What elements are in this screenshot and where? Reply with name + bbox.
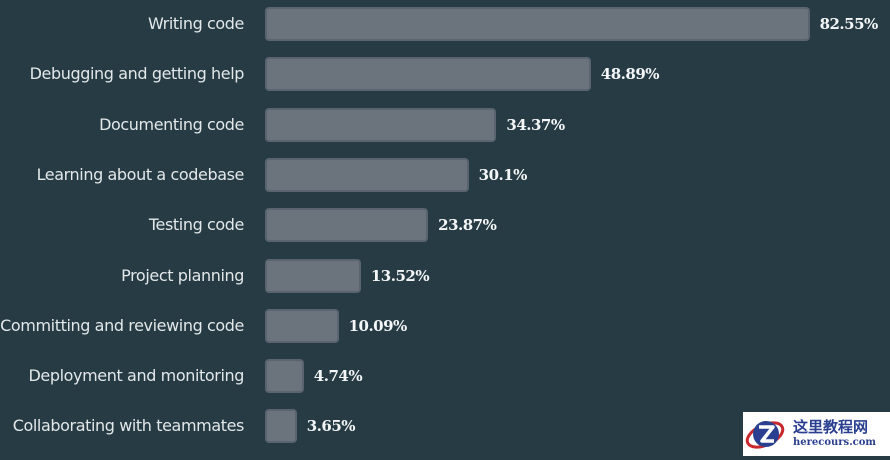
- category-label: Writing code: [147, 14, 244, 33]
- value-label: 3.65%: [306, 417, 356, 436]
- bar: [265, 7, 810, 41]
- bar: [265, 258, 361, 293]
- category-label: Deployment and monitoring: [28, 366, 245, 386]
- category-label: Documenting code: [99, 114, 244, 134]
- value-label: 82.55%: [819, 15, 879, 33]
- category-label: Project planning: [121, 265, 244, 285]
- watermark: 这里教程网 herecours.com: [743, 412, 890, 456]
- category-label: Learning about a codebase: [36, 164, 245, 184]
- value-label: 30.1%: [478, 165, 528, 184]
- z-logo-icon: [743, 412, 787, 456]
- watermark-subtitle: herecours.com: [793, 437, 877, 448]
- value-label: 13.52%: [370, 266, 430, 285]
- value-label: 48.89%: [600, 65, 660, 84]
- value-label: 23.87%: [438, 216, 497, 235]
- category-label: Testing code: [148, 215, 245, 235]
- bar: [265, 107, 497, 142]
- category-label: Debugging and getting help: [29, 64, 245, 84]
- category-label: Committing and reviewing code: [0, 315, 244, 335]
- bar: [265, 157, 469, 192]
- watermark-title: 这里教程网: [793, 418, 869, 436]
- bar: [265, 208, 429, 243]
- bar: [265, 57, 591, 92]
- value-label: 10.09%: [348, 316, 408, 335]
- bar: [265, 308, 339, 343]
- value-label: 4.74%: [313, 367, 363, 386]
- value-label: 34.37%: [506, 115, 565, 134]
- bar: [265, 359, 304, 394]
- category-label: Collaborating with teammates: [12, 416, 245, 436]
- bar: [265, 409, 297, 444]
